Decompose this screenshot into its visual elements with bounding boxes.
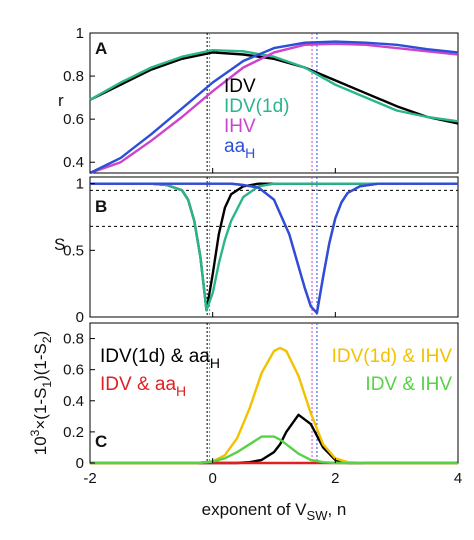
xtick-label-0: -2 bbox=[83, 470, 96, 487]
ytick-label-c-0: 0 bbox=[76, 455, 84, 472]
ytick-label-b-2: 1 bbox=[76, 176, 84, 193]
legend-ihv: IHV bbox=[224, 116, 256, 137]
legend-idv1d-ihv: IDV(1d) & IHV bbox=[332, 346, 453, 367]
panel-b-ticks: 00.51 bbox=[63, 176, 459, 326]
panel-c-legend: IDV(1d) & aaH IDV & aaH IDV(1d) & IHV ID… bbox=[100, 346, 452, 399]
legend-idv1d-aah: IDV(1d) & aaH bbox=[100, 346, 220, 371]
panel-c: 00.20.40.60.8-2 0 2 4 C 103×(1-S1)(1-S2) ID… bbox=[28, 322, 462, 523]
panel-a-ticks: 0.4 0.6 0.8 1 bbox=[63, 25, 459, 173]
ytick-label-a-3: 1 bbox=[76, 25, 84, 42]
ytick-label-a-2: 0.8 bbox=[63, 68, 84, 85]
panel-c-series bbox=[90, 346, 458, 465]
panel-c-ticks: 00.20.40.60.8-2 0 2 4 bbox=[63, 331, 462, 487]
panel-a-label: A bbox=[95, 39, 107, 58]
panel-b-reference-lines bbox=[90, 177, 458, 317]
legend-idv-1d: IDV(1d) bbox=[224, 96, 289, 117]
panel-b-series bbox=[90, 182, 458, 315]
ytick-label-b-0: 0 bbox=[76, 309, 84, 326]
series-a-0 bbox=[89, 51, 459, 125]
panel-a: 0.4 0.6 0.8 1 A r IDV IDV(1d) IHV aaH bbox=[58, 25, 459, 175]
panel-a-vlines bbox=[206, 33, 318, 173]
series-a-2 bbox=[89, 42, 459, 175]
legend-idv-aah: IDV & aaH bbox=[100, 374, 186, 399]
panel-b: 00.51 B S bbox=[54, 176, 459, 326]
legend-idv-ihv: IDV & IHV bbox=[365, 374, 452, 395]
series-b-2 bbox=[90, 182, 458, 315]
series-a-1 bbox=[89, 49, 459, 123]
ytick-label-b-1: 0.5 bbox=[63, 242, 84, 259]
panel-a-ylabel: r bbox=[58, 91, 64, 110]
series-b-3 bbox=[90, 182, 458, 315]
ytick-label-c-2: 0.4 bbox=[63, 393, 84, 410]
ytick-label-c-3: 0.6 bbox=[63, 362, 84, 379]
xtick-label-1: 0 bbox=[208, 470, 216, 487]
panel-a-legend: IDV IDV(1d) IHV aaH bbox=[224, 76, 289, 161]
series-a-3 bbox=[89, 40, 459, 175]
panel-c-vlines bbox=[206, 323, 318, 463]
series-c-0 bbox=[90, 413, 458, 465]
panel-b-frame bbox=[89, 176, 459, 318]
panel-b-ylabel: S bbox=[54, 235, 65, 254]
ytick-label-c-1: 0.2 bbox=[63, 424, 84, 441]
series-c-3 bbox=[90, 435, 458, 465]
panel-c-label: C bbox=[95, 432, 107, 451]
panel-a-frame bbox=[89, 32, 459, 174]
ytick-label-a-0: 0.4 bbox=[63, 154, 84, 171]
xtick-label-3: 4 bbox=[454, 470, 462, 487]
panel-a-series bbox=[89, 40, 459, 175]
xtick-label-2: 2 bbox=[331, 470, 339, 487]
panel-c-ylabel: 103×(1-S1)(1-S2) bbox=[28, 331, 54, 455]
panel-b-label: B bbox=[95, 197, 107, 216]
legend-aa-h: aaH bbox=[224, 136, 255, 161]
series-b-0 bbox=[90, 182, 458, 312]
x-axis-label: exponent of VSW, n bbox=[202, 500, 347, 523]
legend-idv: IDV bbox=[224, 76, 256, 97]
series-b-1 bbox=[90, 182, 458, 312]
ytick-label-c-4: 0.8 bbox=[63, 331, 84, 348]
ytick-label-a-1: 0.6 bbox=[63, 111, 84, 128]
